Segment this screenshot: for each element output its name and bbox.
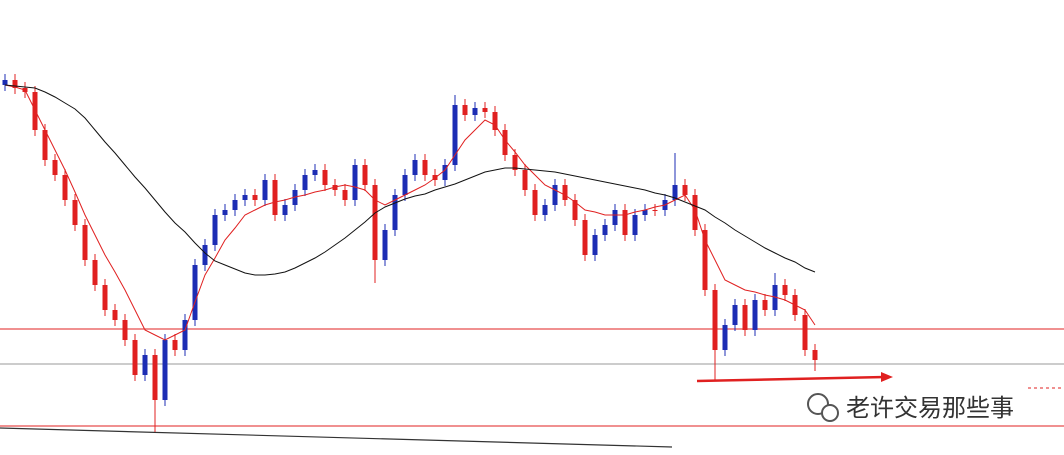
candle-body: [732, 305, 738, 325]
watermark: 老许交易那些事: [807, 393, 1014, 422]
candle-body: [702, 230, 708, 290]
watermark-icon: [821, 404, 839, 422]
candle-body: [232, 200, 238, 210]
candle-body: [612, 210, 618, 225]
trendline: [0, 427, 673, 448]
candle-body: [262, 180, 268, 200]
candle-body: [162, 340, 168, 400]
candle-body: [52, 160, 58, 175]
candle-body: [142, 355, 148, 375]
candle-body: [652, 210, 658, 211]
candle-body: [2, 80, 8, 85]
candle-body: [502, 130, 508, 155]
candle-body: [542, 205, 548, 215]
candle-body: [92, 260, 98, 285]
candle-body: [312, 170, 318, 175]
candle-body: [372, 185, 378, 260]
candle-body: [172, 340, 178, 350]
candle-body: [762, 300, 768, 310]
candle-body: [382, 230, 388, 260]
candle-body: [132, 340, 138, 375]
candle-body: [422, 160, 428, 175]
candle-body: [602, 225, 608, 235]
candle-body: [362, 165, 368, 185]
candle-body: [302, 175, 308, 190]
candle-body: [552, 185, 558, 205]
candle-body: [222, 210, 228, 215]
candle-body: [352, 165, 358, 200]
candle-body: [442, 165, 448, 180]
candle-body: [212, 215, 218, 245]
candle-body: [802, 315, 808, 350]
candle-body: [322, 170, 328, 185]
candle-body: [152, 355, 158, 400]
watermark-text: 老许交易那些事: [846, 394, 1014, 422]
candle-body: [712, 290, 718, 350]
candle-body: [272, 180, 278, 215]
candle-body: [672, 185, 678, 200]
candle-body: [582, 220, 588, 255]
candle-body: [242, 195, 248, 200]
candle-body: [492, 112, 498, 130]
candle-body: [42, 130, 48, 160]
candle-body: [182, 320, 188, 350]
candle-body: [392, 195, 398, 230]
ma-line: [4, 84, 816, 276]
candle-body: [532, 190, 538, 215]
candle-body: [102, 285, 108, 310]
candle-body: [472, 108, 478, 115]
candle-body: [722, 325, 728, 350]
candle-body: [622, 210, 628, 235]
candle-body: [462, 105, 468, 115]
candle-body: [682, 185, 688, 195]
candle-body: [412, 160, 418, 175]
candle-body: [782, 285, 788, 295]
candle-body: [62, 175, 68, 200]
candle-body: [482, 108, 488, 112]
candle-body: [202, 245, 208, 265]
candle-body: [512, 155, 518, 170]
candle-body: [592, 235, 598, 255]
candle-body: [342, 190, 348, 200]
candle-body: [752, 300, 758, 330]
candle-body: [72, 200, 78, 225]
candle-body: [122, 320, 128, 340]
candle-body: [12, 80, 18, 88]
arrow-head: [881, 372, 893, 382]
candle-body: [812, 350, 818, 360]
candle-body: [562, 185, 568, 200]
candle-body: [572, 200, 578, 220]
candle-body: [642, 210, 648, 215]
candle-body: [692, 195, 698, 230]
watermark-icon: [807, 393, 829, 415]
candle-body: [282, 205, 288, 215]
candle-body: [402, 175, 408, 195]
ma-line: [4, 84, 816, 341]
arrow-shaft: [696, 375, 886, 383]
candle-body: [742, 305, 748, 330]
candle-body: [632, 215, 638, 235]
candle-body: [252, 195, 258, 200]
candle-body: [112, 310, 118, 320]
candle-body: [452, 105, 458, 165]
candle-body: [522, 170, 528, 190]
candle-body: [82, 225, 88, 260]
candle-body: [192, 265, 198, 320]
